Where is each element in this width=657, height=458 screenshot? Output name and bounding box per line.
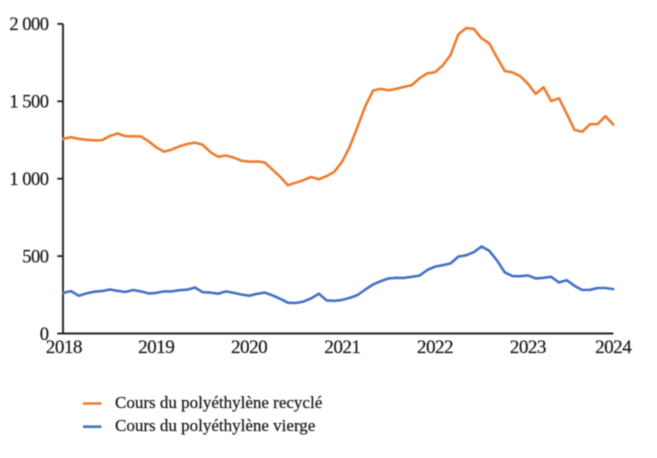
- svg-text:2023: 2023: [510, 337, 546, 358]
- svg-text:2018: 2018: [46, 337, 82, 358]
- svg-text:500: 500: [22, 247, 49, 267]
- svg-text:1 000: 1 000: [9, 170, 48, 190]
- svg-text:2024: 2024: [595, 337, 632, 358]
- svg-text:2020: 2020: [231, 337, 267, 358]
- svg-text:1 500: 1 500: [9, 93, 48, 113]
- svg-text:2022: 2022: [417, 337, 453, 358]
- svg-text:0: 0: [40, 325, 49, 345]
- svg-text:2021: 2021: [324, 337, 360, 358]
- svg-text:2019: 2019: [138, 337, 174, 358]
- svg-text:2 000: 2 000: [9, 15, 48, 35]
- svg-text:Cours du polyéthylène vierge: Cours du polyéthylène vierge: [115, 416, 315, 435]
- svg-text:Cours du polyéthylène recyclé: Cours du polyéthylène recyclé: [115, 393, 322, 412]
